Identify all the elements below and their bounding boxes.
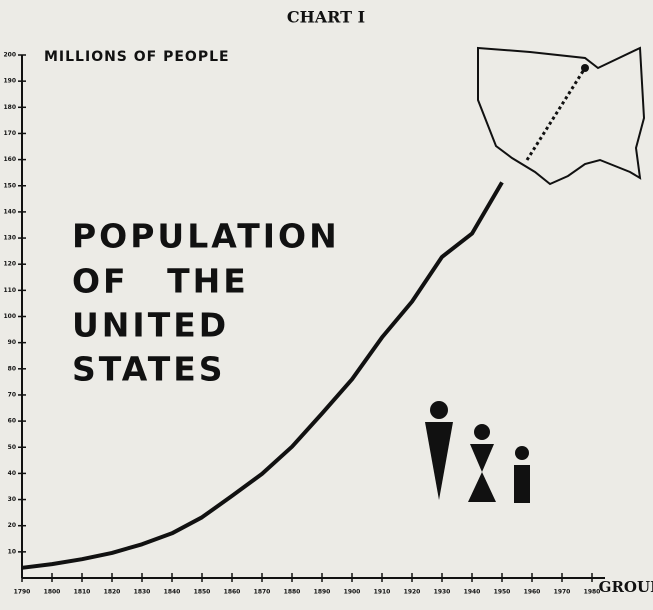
y-tick-label: 70	[8, 391, 16, 398]
x-tick-label: 1790	[14, 589, 31, 596]
x-tick-label: 1850	[194, 589, 211, 596]
us-map	[477, 46, 646, 186]
y-tick-label: 130	[3, 235, 16, 242]
y-tick-label: 160	[3, 156, 16, 163]
y-tick-label: 90	[8, 339, 16, 346]
y-tick-label: 40	[8, 470, 16, 477]
y-tick-label: 190	[3, 78, 16, 85]
y-tick-label: 150	[3, 182, 16, 189]
annotation: POPULATION	[72, 217, 340, 256]
x-tick-label: 1810	[74, 589, 91, 596]
y-tick-label: 100	[3, 313, 16, 320]
y-tick-label: 50	[8, 444, 16, 451]
dotted-leader	[525, 67, 587, 161]
x-tick-label: 1880	[284, 589, 301, 596]
y-axis-label: MILLIONS OF PEOPLE	[44, 49, 230, 65]
chart-title: CHART I	[287, 8, 365, 27]
x-tick-label: 1870	[254, 589, 271, 596]
x-tick-label: 1840	[164, 589, 181, 596]
population-line	[21, 181, 504, 570]
x-tick-label: 1860	[224, 589, 241, 596]
x-tick-label: 1940	[464, 589, 481, 596]
x-tick-label: 1900	[344, 589, 361, 596]
x-tick-label: 1970	[554, 589, 571, 596]
y-tick-label: 200	[3, 52, 16, 59]
y-tick-label: 140	[3, 208, 16, 215]
annotation: OF THE	[72, 262, 249, 301]
y-tick-label: 110	[3, 287, 16, 294]
map-dot	[581, 64, 589, 72]
annotation: UNITED	[72, 306, 229, 345]
y-tick-label: 20	[8, 522, 16, 529]
x-tick-label: 1820	[104, 589, 121, 596]
x-tick-label: 1950	[494, 589, 511, 596]
title-block: POPULATION OF THE UNITED STATES	[72, 217, 340, 389]
logo: GROUP	[599, 578, 653, 596]
x-tick-label: 1960	[524, 589, 541, 596]
y-tick-label: 10	[8, 548, 16, 555]
y-tick-label: 30	[8, 496, 16, 503]
x-tick-label: 1800	[44, 589, 61, 596]
x-tick-label: 1910	[374, 589, 391, 596]
x-tick-label: 1920	[404, 589, 421, 596]
x-tick-label: 1830	[134, 589, 151, 596]
y-tick-label: 120	[3, 261, 16, 268]
y-tick-label: 180	[3, 104, 16, 111]
x-tick-label: 1930	[434, 589, 451, 596]
x-tick-label: 1890	[314, 589, 331, 596]
y-tick-label: 170	[3, 130, 16, 137]
people-icons	[425, 401, 530, 503]
x-tick-label: 1980	[584, 589, 601, 596]
annotation: STATES	[72, 350, 226, 389]
y-tick-label: 80	[8, 365, 16, 372]
y-tick-label: 60	[8, 418, 16, 425]
